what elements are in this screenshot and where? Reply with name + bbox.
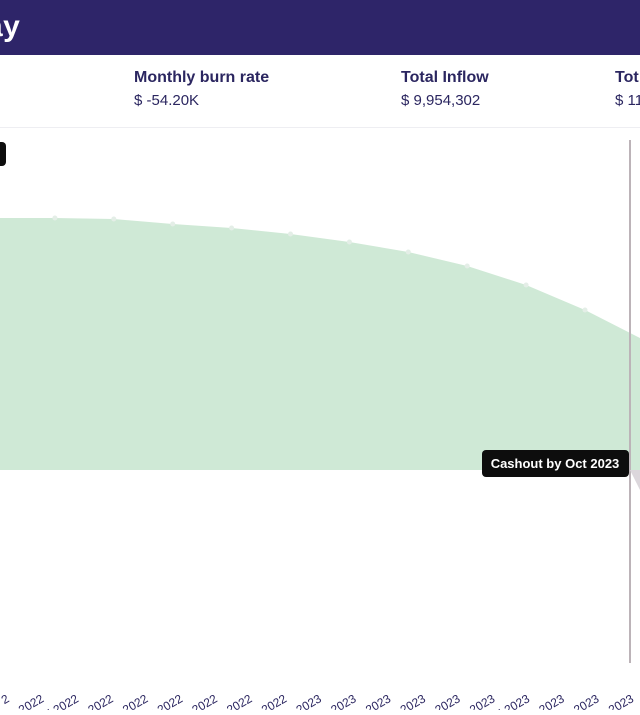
tooltip-box — [482, 450, 629, 477]
page-title: ay — [0, 10, 21, 43]
kpi-total-outflow: Tot $ 11, — [615, 69, 640, 109]
kpi-label: Total Inflow — [401, 69, 489, 86]
kpi-bar: y Monthly burn rate $ -54.20K Total Infl… — [0, 55, 640, 128]
data-point — [52, 215, 58, 221]
data-point — [170, 221, 176, 227]
cashout-label: Cashout by Oct 2023 — [491, 456, 620, 471]
kpi-value: $ 9,954,302 — [401, 92, 481, 109]
data-point — [582, 307, 588, 313]
kpi-total-inflow: Total Inflow $ 9,954,302 — [401, 69, 489, 109]
data-point — [229, 225, 235, 231]
kpi-monthly-burn-rate: Monthly burn rate $ -54.20K — [134, 69, 269, 109]
x-tick-label: 2 — [0, 691, 12, 707]
data-point — [288, 231, 293, 237]
kpi-value: $ 11, — [615, 92, 640, 109]
cashout-marker-arrow — [630, 470, 640, 490]
runway-area — [0, 218, 640, 470]
kpi-label: Monthly burn rate — [134, 69, 270, 86]
data-point — [464, 263, 470, 269]
kpi-value: $ -54.20K — [134, 92, 200, 109]
data-points — [52, 215, 588, 313]
data-point — [405, 249, 411, 255]
app-header: ay — [0, 0, 640, 55]
kpi-label: Tot — [615, 69, 639, 86]
data-point — [346, 239, 352, 245]
cashout-tooltip: Cashout by Oct 2023 — [482, 450, 629, 477]
data-point — [111, 216, 117, 222]
chart-tooltip-partial — [0, 142, 6, 166]
data-point — [523, 282, 529, 288]
